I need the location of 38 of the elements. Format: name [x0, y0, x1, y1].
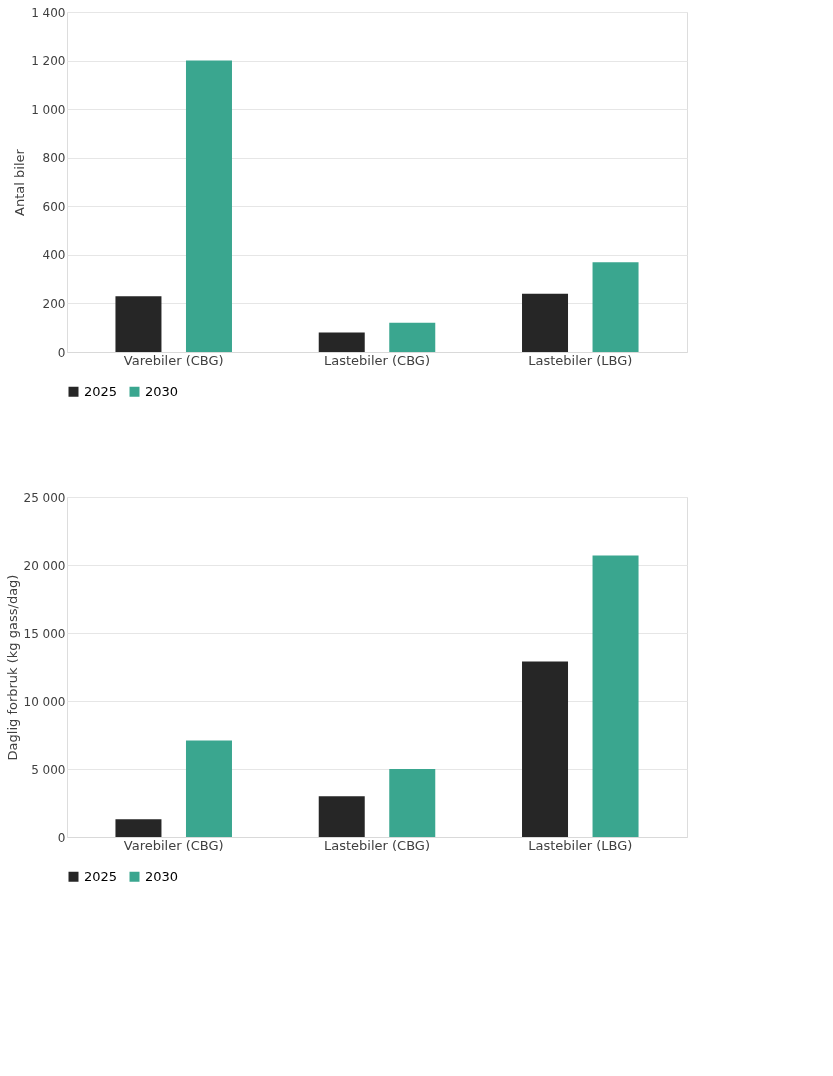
y-tick-label: 10 000: [23, 694, 66, 709]
bar: [185, 740, 232, 837]
bar: [115, 819, 162, 837]
y-tick-label: 800: [42, 151, 66, 166]
bar: [592, 262, 639, 352]
y-tick-label: 1 400: [31, 5, 66, 20]
bar: [592, 555, 639, 837]
x-tick-label: Lastebiler (CBG): [323, 837, 431, 853]
y-tick-label: 0: [57, 830, 66, 845]
y-axis-title: Daglig forbruk (kg gass/dag): [4, 574, 20, 761]
y-axis-title: Antal biler: [12, 148, 28, 216]
legend-label: 2030: [145, 383, 179, 399]
legend-label: 2025: [84, 868, 118, 884]
bar: [389, 322, 436, 352]
x-tick-label: Varebiler (CBG): [123, 837, 224, 853]
y-tick-label: 25 000: [23, 490, 66, 505]
y-tick-label: 200: [42, 296, 66, 311]
y-tick-label: 400: [42, 248, 66, 263]
y-tick-label: 20 000: [23, 558, 66, 573]
y-tick-label: 15 000: [23, 626, 66, 641]
y-tick-label: 5 000: [31, 762, 66, 777]
y-tick-label: 0: [57, 345, 66, 360]
x-tick-label: Varebiler (CBG): [123, 352, 224, 368]
x-tick-label: Lastebiler (LBG): [528, 352, 633, 368]
bar: [522, 293, 569, 352]
legend-label: 2025: [84, 383, 118, 399]
bar: [115, 296, 162, 352]
y-tick-label: 1 000: [31, 102, 66, 117]
legend-label: 2030: [145, 868, 179, 884]
y-tick-label: 1 200: [31, 54, 66, 69]
bar: [318, 332, 365, 352]
x-tick-label: Lastebiler (CBG): [323, 352, 431, 368]
bar: [522, 661, 569, 837]
bar: [389, 769, 436, 837]
x-tick-label: Lastebiler (LBG): [528, 837, 633, 853]
bar: [185, 60, 232, 352]
bar: [318, 796, 365, 837]
y-tick-label: 600: [42, 199, 66, 214]
